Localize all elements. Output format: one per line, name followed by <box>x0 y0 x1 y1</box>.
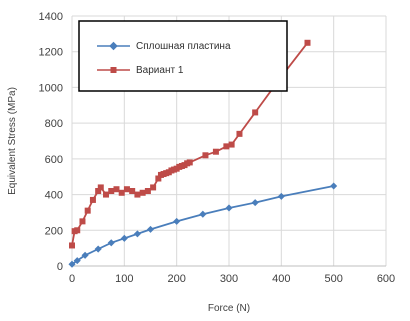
series-1-point <box>94 245 102 253</box>
series-1-point <box>277 192 285 200</box>
y-tick-label: 1000 <box>39 82 63 94</box>
legend-label-series-1: Сплошная пластина <box>136 41 231 52</box>
legend-label-series-2: Вариант 1 <box>136 65 184 76</box>
legend-marker-series-1 <box>109 41 118 51</box>
series-1-point <box>133 230 141 238</box>
x-tick-labels: 0 100 200 300 400 500 600 <box>69 273 395 285</box>
series-1-point <box>73 257 81 265</box>
series-1-point <box>120 234 128 242</box>
series-1-point <box>107 239 115 247</box>
x-tick-label: 300 <box>220 273 238 285</box>
series-2-point <box>74 227 81 234</box>
series-1-point <box>199 210 207 218</box>
series-2-point <box>89 196 96 203</box>
y-tick-label: 400 <box>45 190 63 202</box>
series-1-point <box>225 204 233 212</box>
y-tick-label: 200 <box>45 225 63 237</box>
y-tick-label: 0 <box>57 261 63 273</box>
series-2-point <box>79 218 86 225</box>
series-2-point <box>144 188 151 194</box>
series-2-point <box>155 175 162 182</box>
series-2-point <box>304 39 311 46</box>
series-2-point <box>118 189 125 196</box>
x-axis-title: Force (N) <box>208 303 250 314</box>
series-2-point <box>212 148 219 155</box>
series-1-point <box>330 182 338 190</box>
series-2-point <box>84 207 91 214</box>
legend-marker-series-2 <box>110 67 117 73</box>
x-tick-label: 500 <box>324 273 342 285</box>
x-tick-label: 0 <box>69 273 75 285</box>
series-2-point <box>108 188 115 194</box>
y-tick-label: 800 <box>45 118 63 130</box>
series-2-point <box>228 141 235 148</box>
x-tick-label: 100 <box>115 273 133 285</box>
x-tick-label: 400 <box>272 273 290 285</box>
y-axis-title: Equivalent Stress (MPa) <box>7 87 18 195</box>
x-tick-label: 600 <box>377 273 395 285</box>
series-1-point <box>173 217 181 225</box>
y-tick-labels: 0 200 400 600 800 1000 1200 1400 <box>39 11 63 273</box>
series-2-point <box>150 184 157 191</box>
series-1-point <box>146 225 155 233</box>
series-2-point <box>123 186 130 193</box>
series-2-point <box>113 186 120 193</box>
series-1-point <box>68 260 76 268</box>
series-2-point <box>129 188 136 194</box>
series-2-point <box>252 109 259 116</box>
legend: Сплошная пластина Вариант 1 <box>78 20 288 92</box>
series-2-point <box>97 184 104 191</box>
series-2-point <box>236 130 243 137</box>
y-tick-label: 600 <box>45 154 63 166</box>
series-2-point <box>202 152 209 159</box>
y-tick-label: 1200 <box>39 47 63 59</box>
series-2-point <box>95 188 102 194</box>
legend-box <box>78 20 288 92</box>
y-tick-label: 1400 <box>39 11 63 23</box>
series-2-point <box>103 191 110 198</box>
series-2-point <box>186 159 193 166</box>
x-tick-label: 200 <box>167 273 185 285</box>
series-2-point <box>139 189 146 196</box>
series-1-point <box>251 199 259 207</box>
series-2-point <box>69 242 75 249</box>
series-2-point <box>223 143 230 150</box>
series-layer <box>68 39 338 268</box>
series-2-point <box>134 191 141 198</box>
